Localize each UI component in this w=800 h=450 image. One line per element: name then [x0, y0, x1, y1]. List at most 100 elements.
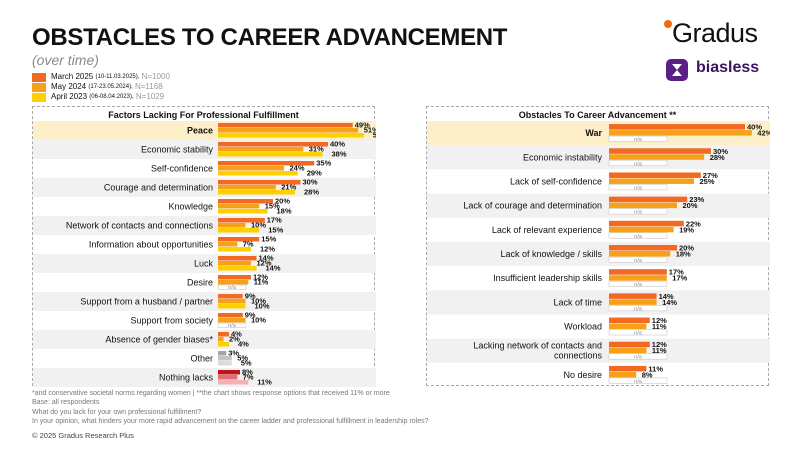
bar-na-war-april-2023 — [608, 135, 668, 142]
legend-label: April 2023 — [51, 92, 88, 101]
value-label-lack-of-courage-and-determination-march-2025: 23% — [689, 195, 704, 204]
bar-knowledge-march-2025 — [218, 199, 273, 204]
bar-absence-of-gender-biases-april-2023 — [218, 342, 229, 347]
value-label-workload-may-2024: 11% — [652, 322, 667, 331]
value-label-luck-march-2025: 14% — [259, 254, 274, 263]
value-label-luck-april-2023: 14% — [266, 264, 281, 273]
bar-luck-march-2025 — [218, 256, 257, 261]
legend-item-2023: April 2023 (06-08.04.2023), N=1029 — [32, 92, 170, 102]
chart-title-right: Obstacles To Career Advancement ** — [518, 110, 677, 120]
bar-na-lack-of-self-confidence-april-2023 — [608, 184, 668, 191]
bar-support-from-a-husband-partner-may-2024 — [218, 299, 246, 304]
logo-area: Gradus biasless — [660, 14, 790, 84]
value-label-peace-may-2024: 51% — [364, 126, 376, 135]
row-background-absence-of-gender-biases — [33, 330, 376, 349]
bar-lacking-network-of-contacts-and-connections-may-2024 — [609, 347, 647, 354]
bar-network-of-contacts-and-connections-april-2023 — [218, 228, 260, 233]
bar-no-desire-may-2024 — [609, 371, 637, 378]
bar-na-lack-of-courage-and-determination-april-2023 — [608, 208, 668, 215]
value-label-lacking-network-of-contacts-and-connections-march-2025: 12% — [652, 340, 667, 349]
bar-na-lack-of-knowledge-skills-april-2023 — [608, 256, 668, 263]
bar-workload-march-2025 — [609, 317, 650, 324]
na-label-war-april-2023: n/a — [634, 137, 643, 143]
legend-item-2024: May 2024 (17-23.05.2024), N=1168 — [32, 82, 170, 92]
bar-desire-may-2024 — [218, 280, 249, 285]
value-label-other-may-2024: 5% — [237, 354, 248, 363]
row-background-network-of-contacts-and-connections — [33, 216, 376, 235]
category-label-war: War — [585, 128, 602, 138]
na-label-lacking-network-of-contacts-and-connections-april-2023: n/a — [634, 355, 643, 361]
chart-panel-left: Factors Lacking For Professional Fulfill… — [32, 106, 376, 387]
value-label-network-of-contacts-and-connections-march-2025: 17% — [267, 216, 282, 225]
na-label-economic-instability-april-2023: n/a — [634, 161, 643, 167]
bar-knowledge-may-2024 — [218, 204, 260, 209]
value-label-absence-of-gender-biases-may-2024: 2% — [229, 335, 240, 344]
legend-dates: (10-11.03.2025), — [95, 74, 140, 80]
category-label-economic-stability: Economic stability — [141, 145, 214, 155]
bar-courage-and-determination-april-2023 — [218, 190, 295, 195]
bar-na-support-from-society-april-2023 — [217, 322, 247, 328]
bar-nothing-lacks-march-2025 — [218, 370, 240, 375]
category-label-nothing-lacks: Nothing lacks — [159, 373, 214, 383]
value-label-information-about-opportunities-march-2025: 15% — [261, 235, 276, 244]
na-label-desire-april-2023: n/a — [228, 285, 237, 291]
value-label-lack-of-time-march-2025: 14% — [659, 292, 674, 301]
bar-na-insufficient-leadership-skills-april-2023 — [608, 280, 668, 287]
bar-na-lacking-network-of-contacts-and-connections-april-2023 — [608, 353, 668, 360]
value-label-war-may-2024: 42% — [757, 129, 770, 138]
bar-lack-of-self-confidence-may-2024 — [609, 178, 694, 184]
na-label-workload-april-2023: n/a — [634, 331, 643, 337]
legend-dates: (06-08.04.2023), — [89, 94, 134, 100]
value-label-support-from-a-husband-partner-march-2025: 9% — [245, 292, 256, 301]
bar-insufficient-leadership-skills-may-2024 — [609, 275, 667, 281]
legend-label: May 2024 — [51, 82, 87, 91]
bar-information-about-opportunities-march-2025 — [218, 237, 260, 242]
value-label-peace-april-2023: 53% — [373, 131, 376, 140]
value-label-information-about-opportunities-may-2024: 7% — [243, 240, 254, 249]
category-label-luck: Luck — [194, 259, 214, 269]
bar-na-workload-april-2023 — [608, 329, 668, 336]
category-label-support-from-a-husband-partner: Support from a husband / partner — [80, 297, 213, 307]
value-label-courage-and-determination-may-2024: 21% — [281, 183, 296, 192]
chart-panel-right: Obstacles To Career Advancement ** War 40… — [426, 106, 770, 386]
value-label-war-march-2025: 40% — [747, 123, 762, 132]
bar-no-desire-march-2025 — [609, 365, 647, 372]
na-label-lack-of-relevant-experience-april-2023: n/a — [634, 234, 643, 240]
chart-left: Peace 49%51%53% Economic stability 40% 31% 38… — [33, 121, 376, 387]
value-label-lack-of-self-confidence-march-2025: 27% — [703, 171, 718, 180]
value-label-absence-of-gender-biases-april-2023: 4% — [238, 340, 249, 349]
bar-economic-stability-march-2025 — [218, 142, 328, 147]
legend-dates: (17-23.05.2024), — [88, 84, 133, 90]
value-label-self-confidence-may-2024: 24% — [290, 164, 305, 173]
footnote: Base: all respondents — [32, 399, 100, 407]
category-label-lack-of-knowledge-skills: Lack of knowledge / skills — [500, 249, 602, 259]
category-label-economic-instability: Economic instability — [523, 152, 603, 162]
bar-absence-of-gender-biases-march-2025 — [218, 332, 229, 337]
page-title: OBSTACLES TO CAREER ADVANCEMENT — [32, 24, 508, 51]
bar-courage-and-determination-march-2025 — [218, 180, 301, 185]
value-label-economic-stability-may-2024: 31% — [309, 145, 324, 154]
bar-na-lack-of-time-april-2023 — [608, 305, 668, 312]
category-label-no-desire: No desire — [563, 370, 602, 380]
value-label-no-desire-march-2025: 11% — [648, 364, 663, 373]
bar-support-from-society-march-2025 — [218, 313, 243, 318]
category-label-support-from-society: Support from society — [130, 316, 213, 326]
footnote: What do you lack for your own profession… — [32, 408, 202, 416]
bar-other-march-2025 — [218, 351, 227, 356]
na-label-lack-of-courage-and-determination-april-2023: n/a — [634, 210, 643, 216]
value-label-lack-of-knowledge-skills-may-2024: 18% — [676, 250, 691, 259]
row-background-lacking-network-of-contacts-and-connections — [427, 338, 770, 363]
bar-network-of-contacts-and-connections-march-2025 — [218, 218, 265, 223]
bar-lack-of-time-march-2025 — [609, 293, 657, 299]
value-label-network-of-contacts-and-connections-may-2024: 10% — [251, 221, 266, 230]
bar-lacking-network-of-contacts-and-connections-march-2025 — [609, 341, 650, 348]
value-label-knowledge-may-2024: 15% — [265, 202, 280, 211]
chart-title-left: Factors Lacking For Professional Fulfill… — [108, 110, 299, 120]
value-label-other-april-2023: 5% — [241, 359, 252, 368]
footnote: *and conservative societal norms regardi… — [32, 390, 390, 397]
category-label-lacking-network-of-contacts-and-connections: connections — [554, 351, 603, 361]
value-label-self-confidence-march-2025: 35% — [316, 159, 331, 168]
bar-economic-instability-may-2024 — [609, 154, 705, 160]
legend-n: N=1000 — [141, 72, 170, 81]
footnote: In your opinion, what hinders your more … — [32, 418, 429, 426]
